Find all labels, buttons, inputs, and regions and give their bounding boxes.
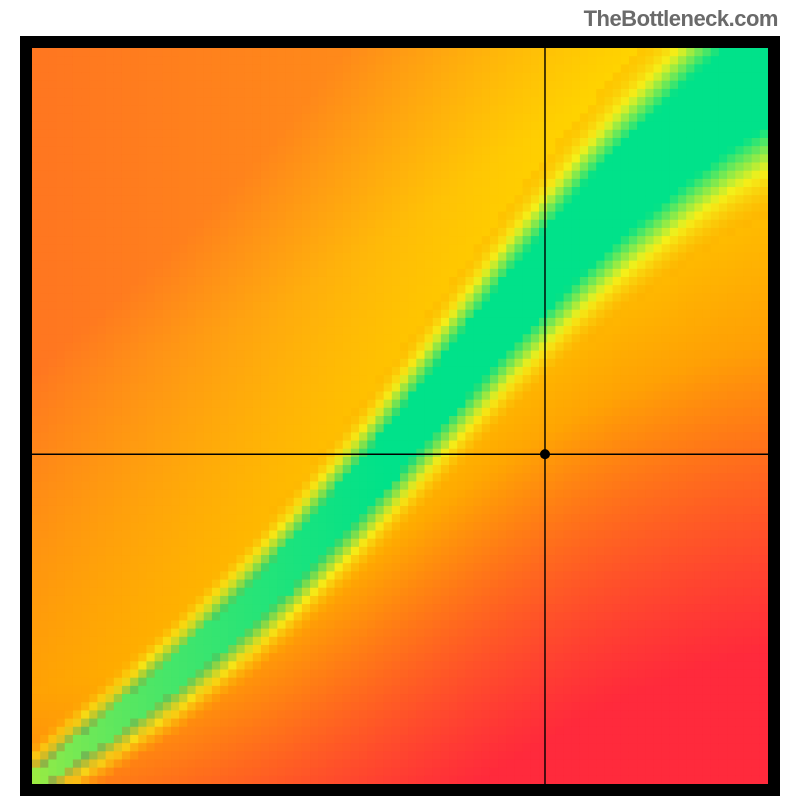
- watermark-text: TheBottleneck.com: [584, 6, 778, 32]
- heatmap-plot: [20, 36, 780, 796]
- chart-container: TheBottleneck.com: [0, 0, 800, 800]
- heatmap-canvas: [20, 36, 780, 796]
